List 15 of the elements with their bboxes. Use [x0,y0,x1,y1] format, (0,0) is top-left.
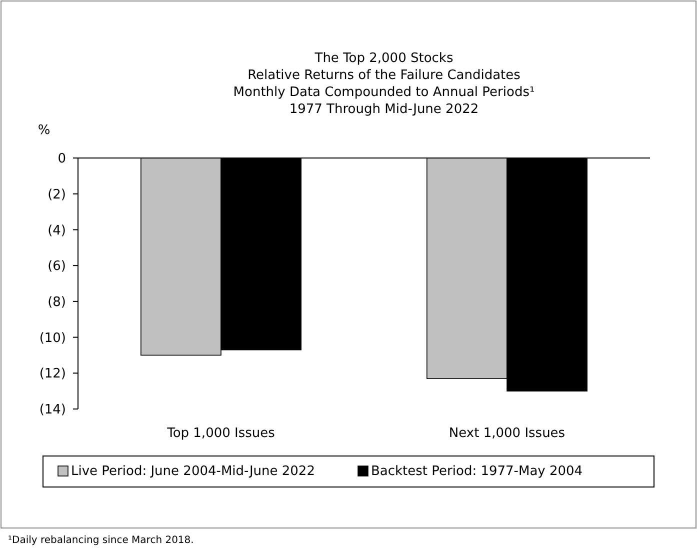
y-tick-label: (12) [39,366,66,382]
text: ¹Daily rebalancing since March 2018. [8,535,194,546]
y-tick-label: (10) [39,330,66,346]
x-tick-label: Top 1,000 Issues [166,426,276,441]
y-tick-label: 0 [58,152,66,167]
legend-label: Live Period: June 2004-Mid-June 2022 [71,464,315,479]
y-tick-label: (2) [48,187,66,202]
legend-label: Backtest Period: 1977-May 2004 [371,464,583,479]
y-tick-label: (4) [48,223,66,238]
y-axis-title: % [38,123,50,138]
y-tick-label: (6) [48,259,66,274]
x-tick-label: Next 1,000 Issues [448,426,566,441]
y-tick-label: (8) [48,294,66,310]
chart-title: The Top 2,000 Stocks Relative Returns of the Failure Candidates Monthly Data Compounded to Annual Periods¹ 1977 Through Mid-June 2022 [233,51,535,117]
y-tick-label: (14) [39,402,66,418]
